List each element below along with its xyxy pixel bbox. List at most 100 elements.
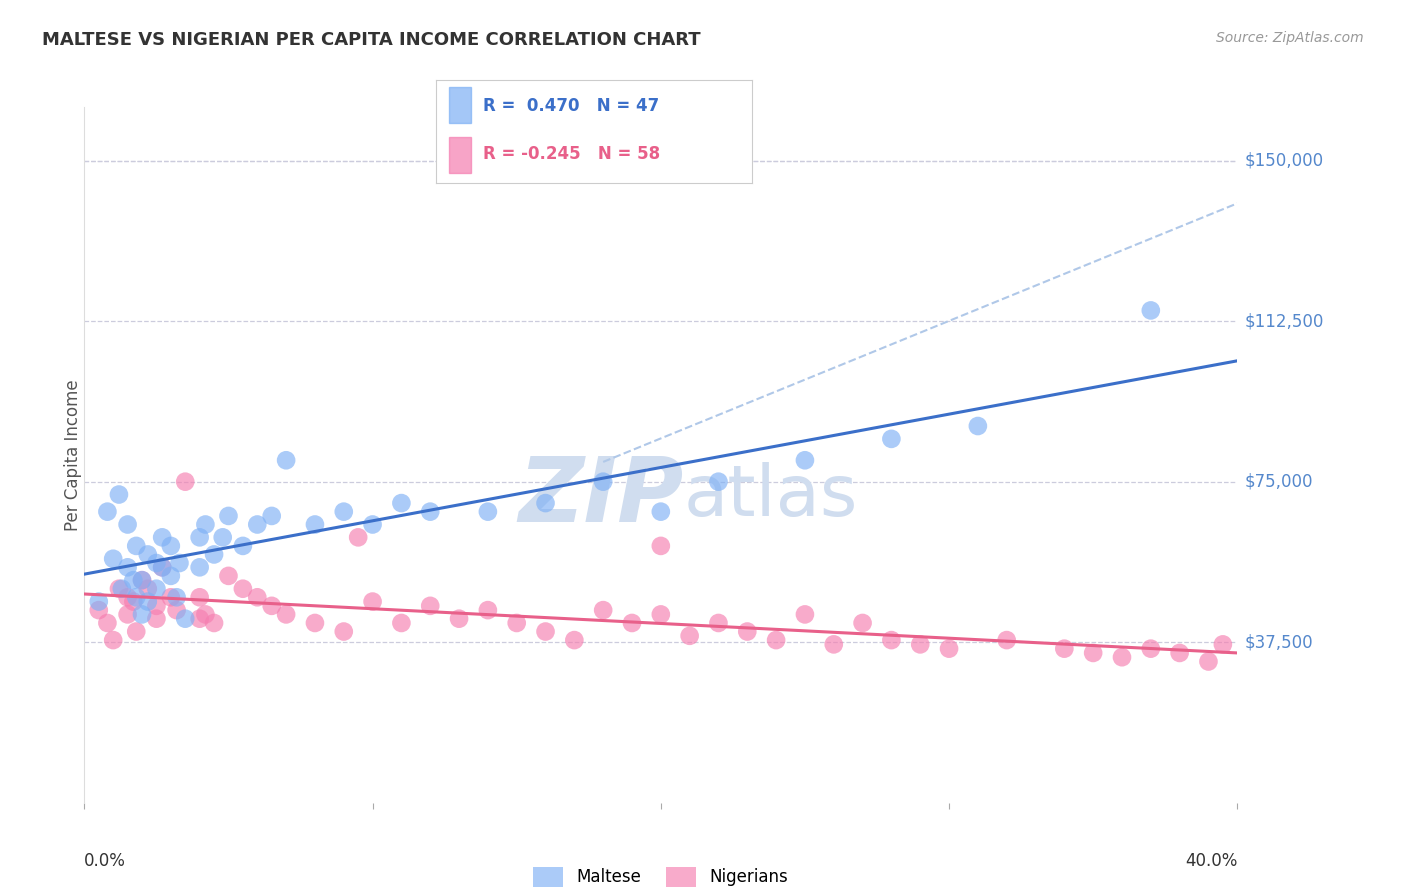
Point	[194, 517, 217, 532]
Point	[117, 591, 139, 605]
Point	[534, 624, 557, 639]
Point	[246, 591, 269, 605]
Point	[122, 573, 145, 587]
Legend: Maltese, Nigerians: Maltese, Nigerians	[526, 861, 796, 892]
Point	[160, 591, 183, 605]
Point	[967, 419, 990, 434]
Text: MALTESE VS NIGERIAN PER CAPITA INCOME CORRELATION CHART: MALTESE VS NIGERIAN PER CAPITA INCOME CO…	[42, 31, 700, 49]
Point	[87, 594, 110, 608]
Point	[347, 530, 370, 544]
Point	[145, 599, 167, 613]
Point	[361, 594, 384, 608]
Point	[1081, 646, 1104, 660]
Point	[650, 539, 672, 553]
Point	[125, 539, 148, 553]
Point	[125, 591, 148, 605]
Point	[592, 475, 614, 489]
Point	[174, 475, 197, 489]
Point	[96, 615, 118, 630]
Point	[1168, 646, 1191, 660]
Text: R =  0.470   N = 47: R = 0.470 N = 47	[484, 97, 659, 115]
Point	[1197, 655, 1219, 669]
Point	[1139, 641, 1161, 656]
Point	[419, 599, 441, 613]
Point	[217, 508, 239, 523]
Point	[188, 530, 211, 544]
Point	[880, 633, 903, 648]
Point	[391, 615, 413, 630]
Point	[131, 573, 153, 587]
Point	[650, 607, 672, 622]
Point	[332, 624, 354, 639]
Point	[202, 548, 225, 562]
Point	[621, 615, 644, 630]
Point	[534, 496, 557, 510]
Point	[136, 594, 159, 608]
Point	[108, 487, 131, 501]
Point	[260, 508, 283, 523]
Point	[793, 607, 815, 622]
Text: $150,000: $150,000	[1244, 152, 1323, 169]
Point	[361, 517, 384, 532]
Point	[136, 582, 159, 596]
Point	[304, 517, 326, 532]
Point	[823, 637, 845, 651]
Point	[419, 505, 441, 519]
Text: R = -0.245   N = 58: R = -0.245 N = 58	[484, 145, 661, 163]
Text: $112,500: $112,500	[1244, 312, 1323, 330]
Point	[160, 569, 183, 583]
Point	[108, 582, 131, 596]
Point	[304, 615, 326, 630]
Point	[592, 603, 614, 617]
Point	[232, 539, 254, 553]
Point	[211, 530, 233, 544]
Bar	[449, 136, 471, 173]
Point	[131, 573, 153, 587]
Point	[232, 582, 254, 596]
Point	[87, 603, 110, 617]
Point	[852, 615, 875, 630]
Point	[188, 612, 211, 626]
Point	[1111, 650, 1133, 665]
Y-axis label: Per Capita Income: Per Capita Income	[65, 379, 82, 531]
Point	[103, 551, 124, 566]
Point	[166, 603, 188, 617]
Point	[96, 505, 118, 519]
Point	[174, 612, 197, 626]
Point	[908, 637, 931, 651]
Point	[160, 539, 183, 553]
Point	[447, 612, 470, 626]
Point	[274, 607, 298, 622]
Point	[707, 615, 730, 630]
Point	[737, 624, 759, 639]
Point	[1139, 303, 1161, 318]
Point	[880, 432, 903, 446]
Point	[202, 615, 225, 630]
Point	[117, 560, 139, 574]
Point	[1212, 637, 1234, 651]
Point	[125, 624, 148, 639]
Text: $75,000: $75,000	[1244, 473, 1313, 491]
Point	[150, 560, 173, 574]
Text: $37,500: $37,500	[1244, 633, 1313, 651]
Point	[506, 615, 529, 630]
Point	[111, 582, 134, 596]
Text: atlas: atlas	[683, 462, 858, 531]
Point	[793, 453, 815, 467]
Point	[707, 475, 730, 489]
Text: ZIP: ZIP	[519, 452, 683, 541]
Point	[995, 633, 1018, 648]
Point	[332, 505, 354, 519]
Point	[765, 633, 787, 648]
Point	[103, 633, 124, 648]
Point	[122, 594, 145, 608]
Point	[1053, 641, 1076, 656]
Point	[246, 517, 269, 532]
Bar	[449, 87, 471, 123]
Point	[169, 556, 191, 570]
Point	[477, 505, 499, 519]
Point	[188, 560, 211, 574]
Point	[562, 633, 586, 648]
Point	[131, 607, 153, 622]
Point	[678, 629, 700, 643]
